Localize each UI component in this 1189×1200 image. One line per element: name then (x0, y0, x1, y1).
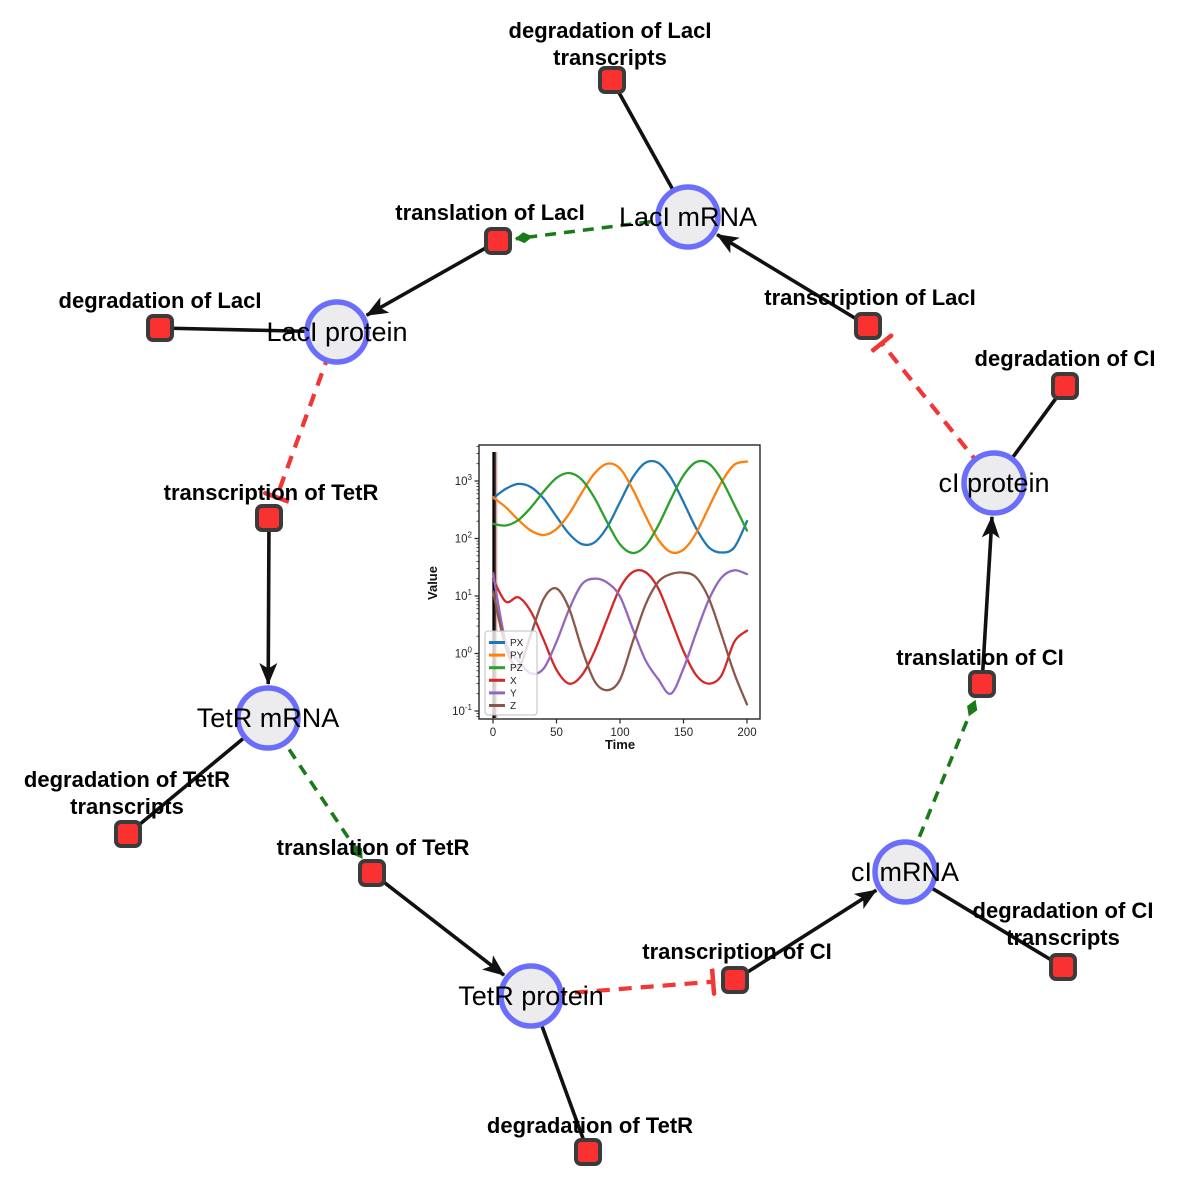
chart-ytick-label: 102 (455, 531, 473, 546)
legend-label-PX: PX (510, 638, 524, 649)
species-node-ci-protein (961, 450, 1027, 516)
legend-label-Z: Z (510, 701, 516, 712)
chart-series-PY (491, 460, 749, 555)
reaction-node-tx-ci (721, 966, 749, 994)
chart-xtick-label: 50 (550, 727, 563, 739)
legend-label-Y: Y (510, 688, 517, 699)
chart-xtick-label: 150 (674, 727, 693, 739)
reaction-label-transl-ci: translation of CI (896, 645, 1063, 670)
chart-ytick-label: 103 (455, 473, 473, 488)
edge-modifier-ci-mrna-transl-ci (903, 699, 978, 873)
reaction-node-deg-laci-tx (598, 66, 626, 94)
legend-label-X: X (510, 676, 517, 687)
reaction-node-transl-laci (484, 227, 512, 255)
edge-production-tx-ci-ci-mrna (734, 888, 878, 982)
reaction-label-tx-ci: transcription of CI (642, 939, 831, 964)
species-node-tetr-mrna (235, 685, 301, 751)
reaction-label-tx-tetr: transcription of TetR (164, 480, 379, 505)
chart-xtick-label: 0 (490, 727, 496, 739)
chart-ylabel: Value (425, 566, 440, 600)
reaction-node-tx-laci (854, 312, 882, 340)
reaction-node-transl-ci (968, 670, 996, 698)
legend-label-PY: PY (510, 651, 524, 662)
chart-ytick-label: 100 (455, 646, 473, 661)
reaction-node-deg-tetr (574, 1138, 602, 1166)
species-label-laci-mrna: LacI mRNA (619, 202, 757, 232)
reaction-node-deg-laci (146, 314, 174, 342)
reaction-node-deg-ci-tx (1049, 953, 1077, 981)
reaction-node-tx-tetr (255, 504, 283, 532)
species-node-ci-mrna (872, 839, 938, 905)
chart-xtick-label: 100 (610, 727, 629, 739)
species-node-laci-mrna (655, 184, 721, 250)
species-label-ci-mrna: cI mRNA (851, 857, 959, 887)
legend-label-PZ: PZ (510, 663, 523, 674)
reaction-label-transl-laci: translation of LacI (395, 200, 584, 225)
edge-production-transl-ci-ci-protein (980, 515, 1000, 685)
reaction-label-deg-laci-tx: transcripts (553, 45, 667, 70)
reaction-node-deg-ci (1051, 372, 1079, 400)
nodes-layer (114, 66, 1079, 1166)
edge-production-tx-laci-laci-mrna (716, 233, 869, 328)
reaction-label-transl-tetr: translation of TetR (277, 835, 470, 860)
chart-series-Z (491, 571, 749, 706)
species-label-tetr-protein: TetR protein (458, 981, 604, 1011)
reaction-label-deg-tetr-tx: degradation of TetR (24, 767, 230, 792)
species-label-tetr-mrna: TetR mRNA (197, 703, 340, 733)
chart-series-PX (491, 459, 749, 554)
reaction-label-deg-tetr: degradation of TetR (487, 1113, 693, 1138)
reaction-label-deg-ci: degradation of CI (975, 346, 1156, 371)
species-label-ci-protein: cI protein (938, 468, 1049, 498)
reaction-label-deg-laci-tx: degradation of LacI (509, 18, 712, 43)
edge-production-transl-tetr-tetr-protein (370, 871, 506, 977)
reaction-node-deg-tetr-tx (114, 820, 142, 848)
reaction-label-deg-ci-tx: degradation of CI (973, 898, 1154, 923)
chart-ytick-label: 10-1 (452, 703, 472, 718)
reaction-label-deg-ci-tx: transcripts (1006, 925, 1120, 950)
labels-layer: LacI mRNA LacI protein TetR mRNA TetR prote… (24, 18, 1156, 1138)
species-node-tetr-protein (498, 963, 564, 1029)
reaction-label-deg-laci: degradation of LacI (59, 288, 262, 313)
edge-production-transl-laci-laci-protein (365, 239, 499, 317)
reaction-label-deg-tetr-tx: transcripts (70, 794, 184, 819)
species-label-laci-protein: LacI protein (266, 317, 407, 347)
species-node-laci-protein (304, 299, 370, 365)
chart-series-PZ (491, 459, 749, 555)
chart-series-X (491, 569, 749, 685)
reaction-label-tx-laci: transcription of LacI (764, 285, 975, 310)
chart-xtick-label: 200 (737, 727, 756, 739)
chart-ytick-label: 101 (455, 588, 473, 603)
edge-production-tx-tetr-tetr-mrna (259, 517, 278, 685)
reaction-node-transl-tetr (358, 859, 386, 887)
chart-xlabel: Time (605, 737, 635, 752)
